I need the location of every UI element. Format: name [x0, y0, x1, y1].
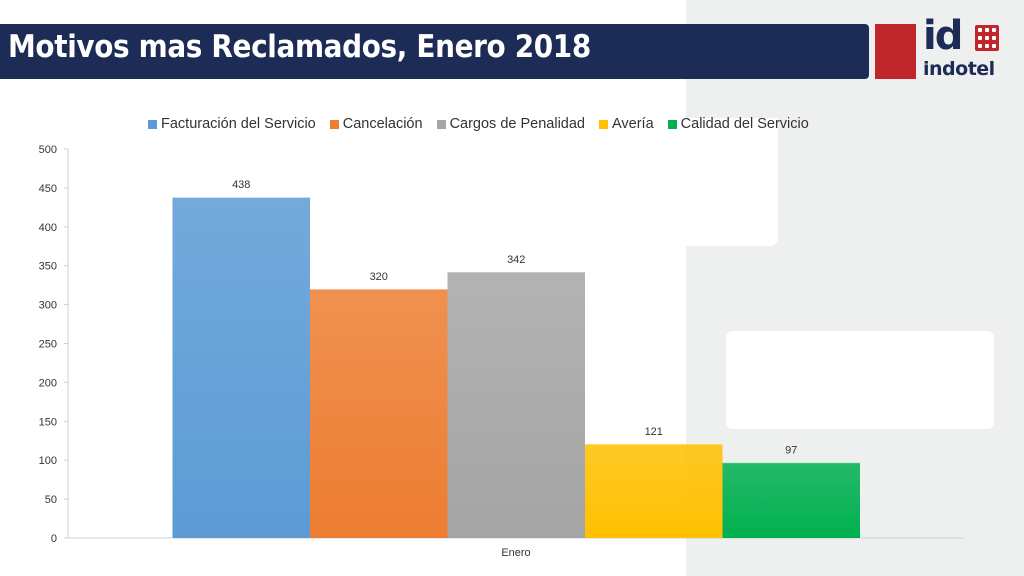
logo-red-block [875, 24, 916, 79]
y-tick-label: 150 [39, 416, 57, 428]
y-tick-label: 350 [39, 261, 57, 273]
legend-item: Calidad del Servicio [667, 116, 809, 132]
bar-facturaci-n-del-servicio [172, 197, 310, 538]
data-label: 320 [370, 271, 388, 283]
background-card [686, 118, 778, 246]
logo-mark: id [923, 13, 963, 59]
data-label: 342 [507, 254, 525, 266]
legend-item: Cargos de Penalidad [436, 116, 585, 132]
legend-swatch [436, 119, 446, 129]
y-tick-label: 400 [39, 222, 57, 234]
data-label: 97 [785, 445, 797, 457]
bar-cancelaci-n [310, 289, 448, 538]
bar-calidad-del-servicio [722, 462, 860, 538]
legend-swatch [667, 119, 677, 129]
legend-label: Avería [612, 116, 654, 132]
page-title: Motivos mas Reclamados, Enero 2018 [8, 29, 591, 65]
y-tick-label: 450 [39, 183, 57, 195]
y-tick-label: 200 [39, 377, 57, 389]
legend-swatch [599, 119, 608, 129]
y-tick-label: 0 [51, 533, 57, 545]
legend-label: Cancelación [342, 116, 423, 132]
chart-legend: Facturación del Servicio Cancelación Cargo… [148, 116, 823, 132]
legend-item: Facturación del Servicio [148, 116, 316, 132]
logo-name: indotel [923, 58, 995, 80]
y-tick-label: 250 [39, 339, 57, 351]
logo-dots-icon [975, 25, 999, 51]
data-label: 438 [232, 179, 250, 191]
y-tick-label: 500 [39, 144, 57, 156]
legend-swatch [148, 119, 157, 129]
legend-item: Avería [599, 116, 654, 132]
y-tick-label: 100 [39, 455, 57, 467]
bar-cargos-de-penalidad [447, 271, 585, 538]
y-tick-label: 50 [45, 494, 57, 506]
data-label: 121 [645, 426, 663, 438]
x-tick-label: Enero [501, 547, 530, 559]
legend-item: Cancelación [329, 116, 423, 132]
bar-aver-a [585, 443, 723, 538]
title-bar [0, 24, 869, 79]
background-card [726, 331, 994, 429]
legend-label: Calidad del Servicio [680, 116, 809, 132]
y-tick-label: 300 [39, 300, 57, 312]
legend-label: Cargos de Penalidad [449, 116, 585, 132]
legend-label: Facturación del Servicio [161, 116, 316, 132]
legend-swatch [329, 119, 339, 129]
